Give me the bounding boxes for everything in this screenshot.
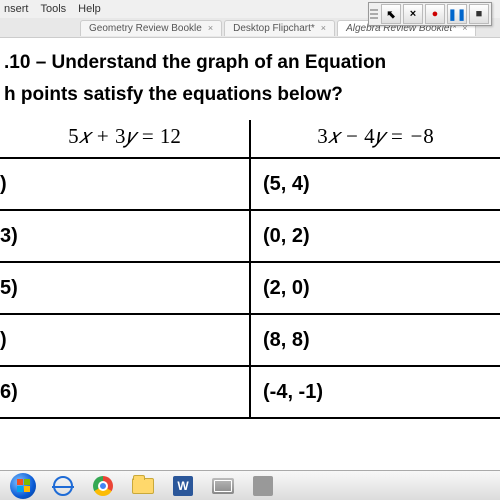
close-x-button[interactable]: ×	[403, 4, 423, 24]
tab-geometry[interactable]: Geometry Review Bookle ×	[80, 20, 222, 36]
point-cell: (0, 2)	[251, 211, 500, 263]
section-heading: .10 – Understand the graph of an Equatio…	[0, 46, 500, 84]
equations-table: 5𝑥 + 3𝑦 = 12 ) 3) 5) ) 6) 3𝑥 − 4𝑦 = −8 (…	[0, 120, 500, 419]
pause-button[interactable]: ❚❚	[447, 4, 467, 24]
equation-header: 5𝑥 + 3𝑦 = 12	[0, 120, 249, 159]
point-cell: (8, 8)	[251, 315, 500, 367]
taskbar-word[interactable]: W	[164, 473, 202, 499]
menu-tools[interactable]: Tools	[40, 3, 66, 15]
document-content: .10 – Understand the graph of an Equatio…	[0, 38, 500, 470]
record-button[interactable]: ●	[425, 4, 445, 24]
point-cell: 5)	[0, 263, 249, 315]
point-cell: )	[0, 159, 249, 211]
folder-icon	[132, 478, 154, 494]
chrome-icon	[93, 476, 113, 496]
taskbar-app2[interactable]	[244, 473, 282, 499]
stop-button[interactable]: ■	[469, 4, 489, 24]
windows-taskbar: W	[0, 470, 500, 500]
point-cell: (2, 0)	[251, 263, 500, 315]
word-icon: W	[173, 476, 193, 496]
question-text: h points satisfy the equations below?	[0, 84, 500, 120]
cursor-button[interactable]: ⬉	[381, 4, 401, 24]
tab-label: Desktop Flipchart*	[233, 23, 315, 34]
column-right: 3𝑥 − 4𝑦 = −8 (5, 4) (0, 2) (2, 0) (8, 8)…	[251, 120, 500, 419]
taskbar-chrome[interactable]	[84, 473, 122, 499]
point-cell: (-4, -1)	[251, 367, 500, 419]
flipchart-icon	[212, 478, 234, 494]
close-icon[interactable]: ×	[208, 23, 213, 33]
menu-insert[interactable]: nsert	[4, 3, 28, 15]
taskbar-explorer[interactable]	[124, 473, 162, 499]
point-cell: (5, 4)	[251, 159, 500, 211]
tab-label: Geometry Review Bookle	[89, 23, 202, 34]
taskbar-ie[interactable]	[44, 473, 82, 499]
tab-desktop-flipchart[interactable]: Desktop Flipchart* ×	[224, 20, 335, 36]
column-left: 5𝑥 + 3𝑦 = 12 ) 3) 5) ) 6)	[0, 120, 251, 419]
menu-help[interactable]: Help	[78, 3, 101, 15]
windows-logo-icon	[10, 473, 36, 499]
drag-grip-icon[interactable]	[370, 4, 378, 24]
point-cell: 3)	[0, 211, 249, 263]
start-button[interactable]	[4, 473, 42, 499]
internet-explorer-icon	[53, 476, 73, 496]
app-icon	[253, 476, 273, 496]
point-cell: )	[0, 315, 249, 367]
point-cell: 6)	[0, 367, 249, 419]
equation-header: 3𝑥 − 4𝑦 = −8	[251, 120, 500, 159]
taskbar-app1[interactable]	[204, 473, 242, 499]
recording-toolbar: ⬉ × ● ❚❚ ■	[368, 2, 492, 26]
close-icon[interactable]: ×	[321, 23, 326, 33]
